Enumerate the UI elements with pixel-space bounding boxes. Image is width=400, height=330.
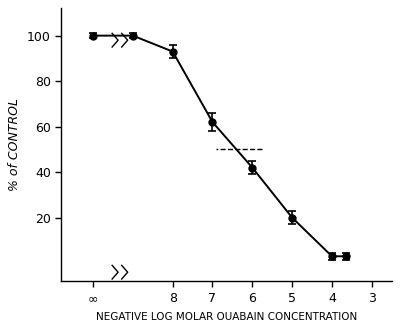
X-axis label: NEGATIVE LOG MOLAR OUABAIN CONCENTRATION: NEGATIVE LOG MOLAR OUABAIN CONCENTRATION: [96, 312, 357, 322]
Y-axis label: % of CONTROL: % of CONTROL: [8, 98, 21, 191]
